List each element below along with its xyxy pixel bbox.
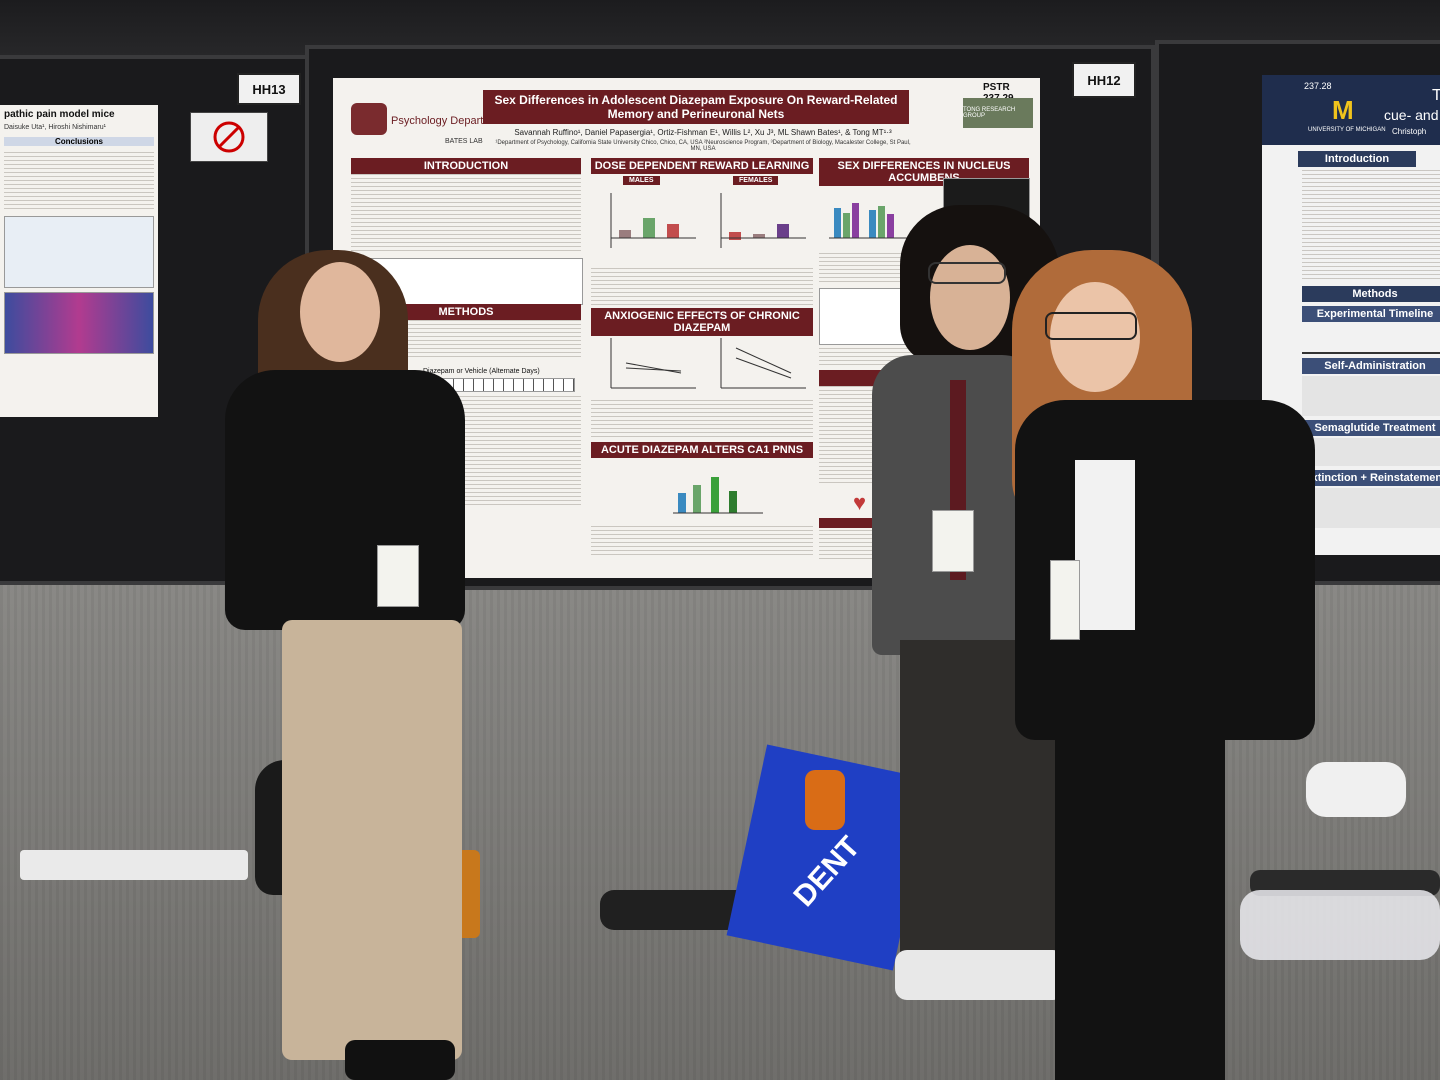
no-photo-sign: [190, 112, 268, 162]
michigan-logo: M: [1332, 95, 1354, 125]
right-poster-title-2: cue- and c: [1384, 107, 1440, 123]
left-poster-section: Conclusions: [4, 137, 154, 146]
left-poster-text: [4, 152, 154, 212]
person-middle-badge: [932, 510, 974, 572]
females-label: FEMALES: [733, 176, 779, 185]
person-left-badge: [377, 545, 419, 607]
dose-chart-males: [610, 193, 696, 248]
person-right-glasses: [1045, 312, 1137, 340]
right-self-admin-graphic: [1302, 376, 1440, 416]
right-poster-author: Christoph: [1392, 127, 1427, 136]
passerby-shoe: [1306, 762, 1406, 817]
section-acute-diazepam: ACUTE DIAZEPAM ALTERS CA1 PNNS: [591, 442, 813, 458]
booth-tag-hh13: HH13: [237, 73, 301, 105]
intro-text: [351, 174, 581, 254]
section-introduction: INTRODUCTION: [351, 158, 581, 174]
heart-icon: ♥: [853, 490, 867, 515]
plastic-bag: [1240, 890, 1440, 960]
right-section-semaglutide: Semaglutide Treatment: [1302, 420, 1440, 436]
left-poster: pathic pain model mice Daisuke Uta¹, Hir…: [0, 105, 158, 417]
anxio-chart-females: [720, 338, 806, 389]
person-left-shoes: [345, 1040, 455, 1080]
person-right-blouse: [1075, 460, 1135, 630]
csu-chico-logo: [351, 103, 387, 135]
department-label: Psychology Department: [391, 115, 508, 127]
person-right-face: [1050, 282, 1140, 392]
males-label: MALES: [623, 176, 660, 185]
white-tube: [20, 850, 248, 880]
person-middle-glasses: [928, 262, 1006, 284]
anxio-text: [591, 400, 813, 438]
anxio-chart-males: [610, 338, 696, 389]
right-intro-text: [1302, 170, 1440, 280]
right-poster-header: 237.28 M UNIVERSITY OF MICHIGAN Th cue- …: [1262, 75, 1440, 145]
left-poster-title: pathic pain model mice: [4, 109, 115, 120]
right-extinction-graphic: [1302, 488, 1440, 528]
poster-authors: Savannah Ruffino¹, Daniel Papasergia¹, O…: [514, 128, 892, 137]
right-poster-id: 237.28: [1304, 81, 1332, 91]
university-label: UNIVERSITY OF MICHIGAN: [1308, 127, 1386, 133]
person-left-pants: [282, 620, 462, 1060]
person-right-pants: [1055, 720, 1225, 1080]
section-dose-reward: DOSE DEPENDENT REWARD LEARNING: [591, 158, 813, 174]
right-timeline-graphic: [1302, 324, 1440, 354]
right-poster-title-1: Th: [1432, 87, 1440, 104]
person-middle-face: [930, 245, 1010, 350]
bates-lab-label: BATES LAB: [445, 138, 483, 145]
left-poster-chart: [4, 216, 154, 288]
dose-chart-females: [720, 193, 806, 248]
person-middle-shoes: [895, 950, 1065, 1000]
person-right-badge: [1050, 560, 1080, 640]
section-methods: METHODS: [351, 304, 581, 320]
dose-text: [591, 268, 813, 306]
left-poster-authors: Daisuke Uta¹, Hiroshi Nishimaru¹: [4, 124, 106, 131]
right-section-self-admin: Self-Administration: [1302, 358, 1440, 374]
right-section-intro: Introduction: [1298, 151, 1416, 167]
right-section-timeline: Experimental Timeline: [1302, 306, 1440, 322]
poster-affiliation: ¹Department of Psychology, California St…: [495, 140, 911, 152]
tong-research-logo: TONG RESEARCH GROUP: [963, 98, 1033, 128]
acute-chart: [673, 477, 763, 514]
booth-tag-hh12: HH12: [1072, 62, 1136, 98]
acute-text: [591, 526, 813, 556]
person-left-face: [300, 262, 380, 362]
diazepam-timeline-label: Diazepam or Vehicle (Alternate Days): [423, 368, 540, 375]
left-poster-heatmap: [4, 292, 154, 354]
orange-bag: [805, 770, 845, 830]
person-left-top: [225, 370, 465, 630]
right-section-methods: Methods: [1302, 286, 1440, 302]
right-section-extinction: Extinction + Reinstatement: [1302, 470, 1440, 486]
poster-title: Sex Differences in Adolescent Diazepam E…: [483, 90, 909, 124]
no-camera-icon: [213, 121, 245, 153]
right-sema-graphic: [1302, 438, 1440, 466]
section-anxiogenic: ANXIOGENIC EFFECTS OF CHRONIC DIAZEPAM: [591, 308, 813, 336]
